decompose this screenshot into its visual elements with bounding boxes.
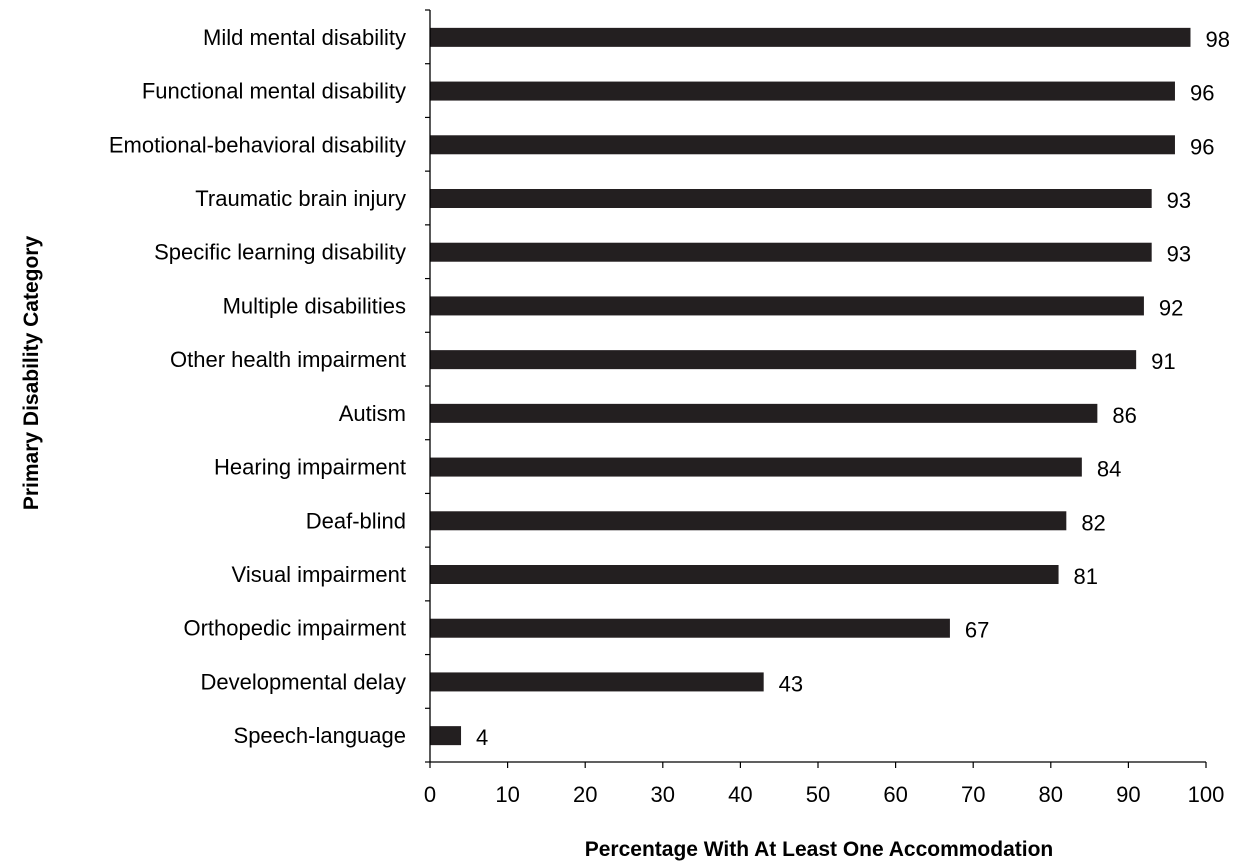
category-label: Functional mental disability	[142, 79, 406, 104]
category-label: Multiple disabilities	[223, 293, 406, 318]
x-tick-label: 60	[883, 782, 907, 807]
category-label: Orthopedic impairment	[183, 616, 406, 641]
y-axis-title: Primary Disability Category	[20, 236, 43, 511]
value-label: 93	[1167, 188, 1191, 213]
value-label: 86	[1112, 403, 1136, 428]
value-label: 84	[1097, 457, 1121, 482]
bar-12	[430, 618, 950, 638]
bar-13	[430, 672, 764, 692]
value-label: 96	[1190, 134, 1214, 159]
category-label: Deaf-blind	[306, 508, 406, 533]
category-label: Specific learning disability	[154, 240, 406, 265]
x-tick-label: 50	[806, 782, 830, 807]
value-label: 98	[1205, 27, 1229, 52]
category-label: Speech-language	[234, 723, 406, 748]
category-label: Visual impairment	[232, 562, 406, 587]
bar-6	[430, 296, 1144, 316]
x-tick-label: 10	[495, 782, 519, 807]
category-label: Other health impairment	[170, 347, 406, 372]
x-axis-title: Percentage With At Least One Accommodati…	[585, 838, 1054, 861]
category-label: Traumatic brain injury	[195, 186, 406, 211]
labels-layer: Mild mental disability 98 Functional menta…	[109, 25, 1230, 807]
category-label: Emotional-behavioral disability	[109, 132, 406, 157]
category-label: Mild mental disability	[203, 25, 406, 50]
axes-layer	[425, 9, 1207, 768]
value-label: 67	[965, 618, 989, 643]
value-label: 4	[476, 725, 488, 750]
value-label: 93	[1167, 242, 1191, 267]
category-label: Developmental delay	[201, 669, 406, 694]
category-label: Hearing impairment	[214, 455, 406, 480]
x-tick-label: 0	[424, 782, 436, 807]
bar-14	[430, 726, 462, 746]
bar-2	[430, 81, 1175, 101]
bar-3	[430, 135, 1175, 155]
value-label: 81	[1074, 564, 1098, 589]
x-tick-label: 90	[1116, 782, 1140, 807]
value-label: 92	[1159, 295, 1183, 320]
x-tick-label: 40	[728, 782, 752, 807]
bar-11	[430, 565, 1059, 584]
bar-5	[430, 242, 1152, 262]
x-tick-label: 30	[651, 782, 675, 807]
x-tick-label: 20	[573, 782, 597, 807]
value-label: 96	[1190, 81, 1214, 106]
x-tick-label: 100	[1188, 782, 1225, 807]
x-tick-label: 80	[1039, 782, 1063, 807]
value-label: 43	[779, 671, 803, 696]
bar-4	[430, 189, 1152, 208]
bar-9	[430, 457, 1082, 477]
value-label: 82	[1081, 510, 1105, 535]
bar-10	[430, 511, 1067, 531]
bar-1	[430, 27, 1191, 47]
bar-8	[430, 403, 1098, 423]
value-label: 91	[1151, 349, 1175, 374]
bars-layer	[430, 27, 1191, 746]
bar-7	[430, 350, 1137, 370]
category-label: Autism	[339, 401, 406, 426]
x-tick-label: 70	[961, 782, 985, 807]
